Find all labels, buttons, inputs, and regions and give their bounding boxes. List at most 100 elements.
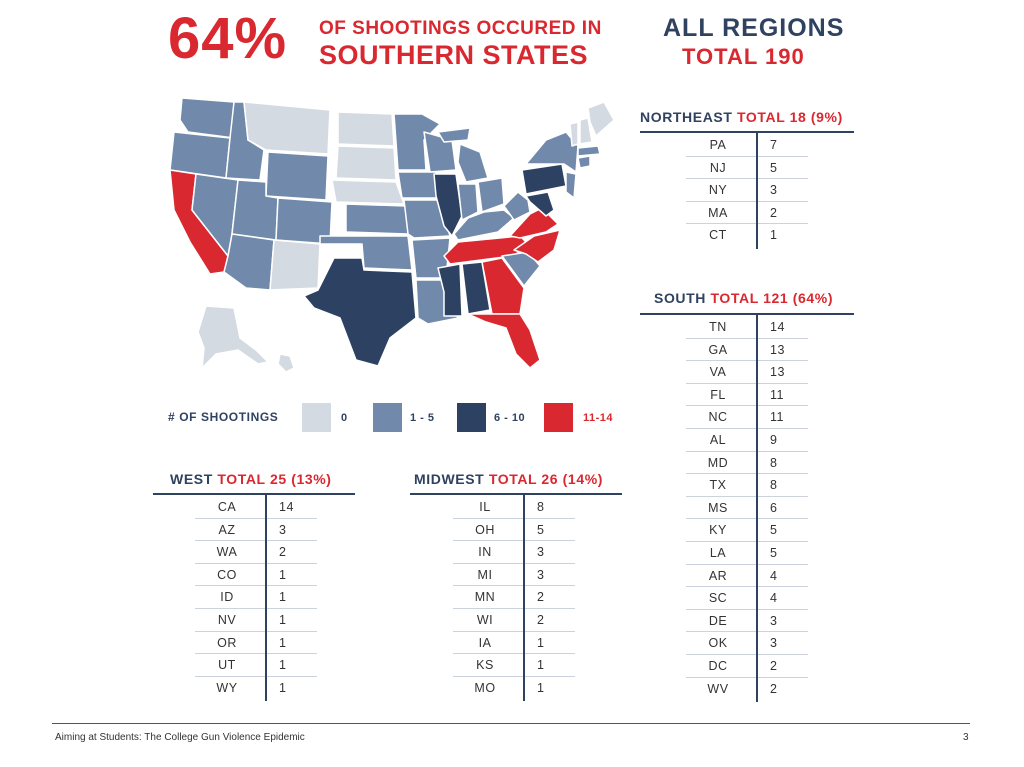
shooting-count: 5 — [770, 546, 777, 560]
table-row: VA13 — [686, 361, 808, 384]
state-hi — [278, 354, 294, 372]
column-divider — [756, 314, 758, 702]
shooting-count: 14 — [279, 500, 294, 514]
headline-percent: 64% — [168, 4, 287, 74]
state-nd — [338, 112, 394, 146]
state-abbr: MS — [686, 501, 750, 515]
legend-title: # OF SHOOTINGS — [168, 410, 278, 424]
state-abbr: NY — [686, 183, 750, 197]
west-rule — [153, 493, 355, 495]
south-region: SOUTH — [654, 290, 706, 306]
headline-line1: OF SHOOTINGS OCCURED IN — [319, 18, 602, 40]
state-tx — [304, 258, 416, 366]
state-fl — [468, 314, 540, 368]
shooting-count: 3 — [279, 523, 286, 537]
page-number: 3 — [963, 732, 969, 743]
shooting-count: 5 — [770, 523, 777, 537]
south-total: TOTAL 121 (64%) — [711, 290, 834, 306]
column-divider — [756, 132, 758, 249]
table-row: OH5 — [453, 519, 575, 542]
state-abbr: TX — [686, 478, 750, 492]
state-abbr: WI — [453, 613, 517, 627]
table-row: CT1 — [686, 224, 808, 247]
state-abbr: CA — [195, 500, 259, 514]
table-row: OK 3 — [686, 632, 808, 655]
table-row: IL8 — [453, 496, 575, 519]
table-row: MO1 — [453, 677, 575, 700]
shooting-count: 8 — [770, 478, 777, 492]
table-row: KY 5 — [686, 519, 808, 542]
state-abbr: KY — [686, 523, 750, 537]
state-ma — [578, 146, 600, 156]
table-row: IN3 — [453, 541, 575, 564]
northeast-rule — [640, 131, 854, 133]
headline-line2: SOUTHERN STATES — [319, 40, 588, 71]
state-abbr: PA — [686, 138, 750, 152]
shooting-count: 7 — [770, 138, 777, 152]
table-row: FL11 — [686, 384, 808, 407]
shooting-count: 6 — [770, 501, 777, 515]
table-row: KS1 — [453, 654, 575, 677]
state-oh — [478, 178, 504, 212]
shooting-count: 1 — [279, 681, 286, 695]
shooting-count: 3 — [770, 614, 777, 628]
state-abbr: NC — [686, 410, 750, 424]
us-shootings-map — [168, 92, 618, 382]
shooting-count: 3 — [770, 636, 777, 650]
state-abbr: WA — [195, 545, 259, 559]
table-row: MI3 — [453, 564, 575, 587]
table-row: DC2 — [686, 655, 808, 678]
table-row: AR4 — [686, 565, 808, 588]
legend-swatch-0 — [302, 403, 331, 432]
state-abbr: WY — [195, 681, 259, 695]
legend-label-3: 11-14 — [583, 412, 613, 424]
table-row: AL9 — [686, 429, 808, 452]
shooting-count: 1 — [279, 636, 286, 650]
shooting-count: 8 — [770, 456, 777, 470]
table-row: WY 1 — [195, 677, 317, 700]
table-row: MD8 — [686, 452, 808, 475]
legend-swatch-1 — [373, 403, 402, 432]
shooting-count: 4 — [770, 569, 777, 583]
state-ks — [346, 204, 408, 234]
northeast-region: NORTHEAST — [640, 109, 733, 125]
state-abbr: MA — [686, 206, 750, 220]
state-abbr: KS — [453, 658, 517, 672]
state-mi-upper — [438, 128, 470, 142]
state-abbr: WV — [686, 682, 750, 696]
table-row: PA 7 — [686, 134, 808, 157]
state-abbr: GA — [686, 343, 750, 357]
shooting-count: 1 — [279, 613, 286, 627]
table-row: TN14 — [686, 316, 808, 339]
state-abbr: NJ — [686, 161, 750, 175]
shooting-count: 2 — [537, 590, 544, 604]
state-abbr: OK — [686, 636, 750, 650]
shooting-count: 11 — [770, 410, 784, 424]
table-row: DE3 — [686, 610, 808, 633]
state-abbr: MN — [453, 590, 517, 604]
shooting-count: 8 — [537, 500, 544, 514]
state-vt — [570, 122, 578, 146]
table-row: AZ3 — [195, 519, 317, 542]
table-row: MA2 — [686, 202, 808, 225]
state-abbr: AL — [686, 433, 750, 447]
state-sd — [336, 146, 396, 180]
state-abbr: IN — [453, 545, 517, 559]
state-abbr: CO — [195, 568, 259, 582]
legend-label-0: 0 — [341, 412, 348, 424]
table-row: WI2 — [453, 609, 575, 632]
south-title: SOUTH TOTAL 121 (64%) — [654, 290, 833, 306]
legend-swatch-3 — [544, 403, 573, 432]
table-row: OR1 — [195, 632, 317, 655]
table-row: CO1 — [195, 564, 317, 587]
northeast-title: NORTHEAST TOTAL 18 (9%) — [640, 109, 843, 125]
shooting-count: 1 — [770, 228, 777, 242]
state-abbr: TN — [686, 320, 750, 334]
column-divider — [265, 494, 267, 701]
state-wy — [266, 152, 328, 200]
table-row: WV2 — [686, 678, 808, 701]
state-nj — [566, 172, 576, 198]
midwest-region: MIDWEST — [414, 471, 484, 487]
state-abbr: LA — [686, 546, 750, 560]
shooting-count: 13 — [770, 343, 785, 357]
